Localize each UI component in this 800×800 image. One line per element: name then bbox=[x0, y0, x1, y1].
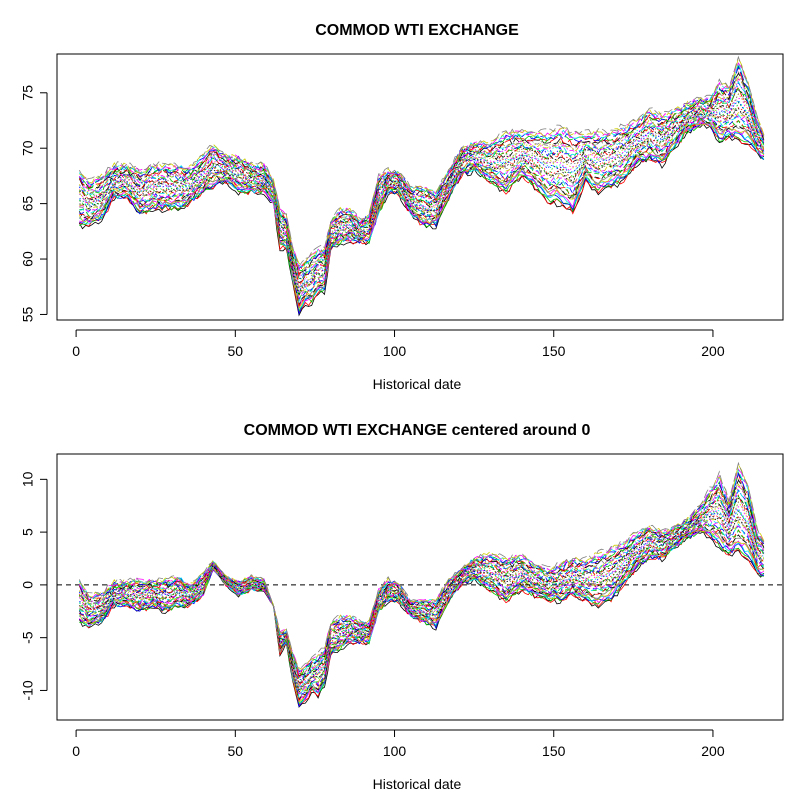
x-tick-label: 150 bbox=[542, 343, 566, 359]
series-lines bbox=[78, 461, 765, 708]
series-line bbox=[79, 515, 765, 694]
y-tick-label: 75 bbox=[20, 85, 36, 101]
y-tick-label: 5 bbox=[20, 528, 36, 536]
series-line bbox=[79, 107, 764, 297]
series-line bbox=[79, 87, 765, 280]
x-tick-label: 0 bbox=[72, 343, 80, 359]
y-tick-label: -10 bbox=[20, 680, 36, 700]
y-tick-label: 0 bbox=[20, 581, 36, 589]
series-line bbox=[78, 61, 765, 268]
y-tick-label: 55 bbox=[20, 306, 36, 322]
series-line bbox=[78, 524, 765, 701]
series-line bbox=[79, 119, 765, 310]
plot-box bbox=[56, 53, 784, 321]
series-line bbox=[78, 55, 765, 268]
panel-top: COMMOD WTI EXCHANGE 0 50 100 150 200 55 60 65 7… bbox=[20, 22, 784, 392]
series-line bbox=[78, 494, 765, 685]
series-line bbox=[79, 64, 765, 272]
chart-title: COMMOD WTI EXCHANGE bbox=[315, 22, 519, 39]
series-line bbox=[78, 118, 765, 307]
series-line bbox=[78, 506, 765, 688]
series-line bbox=[79, 497, 764, 683]
series-line bbox=[78, 472, 765, 673]
chart-title: COMMOD WTI EXCHANGE centered around 0 bbox=[244, 422, 591, 439]
series-line bbox=[79, 523, 765, 701]
series-line bbox=[79, 116, 765, 307]
series-line bbox=[78, 483, 765, 679]
series-line bbox=[78, 76, 765, 278]
x-tick-label: 100 bbox=[383, 343, 407, 359]
series-line bbox=[78, 72, 765, 274]
y-tick-label: 60 bbox=[20, 251, 36, 267]
series-line bbox=[79, 101, 765, 295]
series-line bbox=[79, 520, 765, 695]
plot-box bbox=[56, 453, 784, 721]
series-line bbox=[78, 479, 765, 677]
series-line bbox=[79, 78, 765, 276]
series-line bbox=[78, 500, 765, 688]
series-line bbox=[78, 468, 765, 675]
series-line bbox=[79, 62, 765, 272]
series-line bbox=[79, 80, 765, 278]
x-tick-label: 200 bbox=[701, 343, 725, 359]
series-line bbox=[78, 81, 765, 279]
x-tick-label: 50 bbox=[228, 743, 244, 759]
x-axis-label: Historical date bbox=[373, 776, 462, 792]
series-line bbox=[78, 461, 765, 672]
series-line bbox=[79, 120, 765, 316]
series-line bbox=[78, 468, 764, 672]
y-tick-label: -5 bbox=[20, 631, 36, 644]
x-axis-label: Historical date bbox=[373, 376, 462, 392]
x-axis: 0 50 100 150 200 bbox=[72, 329, 725, 359]
series-line bbox=[78, 119, 764, 306]
series-line bbox=[79, 109, 765, 295]
series-line bbox=[79, 507, 765, 688]
series-lines bbox=[78, 55, 765, 317]
series-line bbox=[78, 472, 765, 680]
series-line bbox=[79, 97, 764, 290]
series-line bbox=[79, 487, 765, 679]
x-tick-label: 200 bbox=[701, 743, 725, 759]
x-axis: 0 50 100 150 200 bbox=[72, 729, 725, 759]
x-tick-label: 100 bbox=[383, 743, 407, 759]
y-axis: 55 60 65 70 75 bbox=[20, 85, 48, 322]
x-tick-label: 150 bbox=[542, 743, 566, 759]
series-line bbox=[79, 99, 765, 290]
series-line bbox=[79, 530, 764, 705]
series-line bbox=[79, 485, 765, 679]
series-line bbox=[79, 57, 765, 266]
y-tick-label: 10 bbox=[20, 471, 36, 487]
series-line bbox=[78, 65, 765, 277]
y-tick-label: 70 bbox=[20, 140, 36, 156]
series-line bbox=[79, 514, 765, 691]
x-tick-label: 50 bbox=[228, 343, 244, 359]
y-axis: -10 -5 0 5 10 bbox=[20, 471, 48, 701]
series-line bbox=[79, 494, 765, 682]
series-line bbox=[79, 113, 765, 303]
series-line bbox=[78, 530, 765, 703]
series-line bbox=[78, 92, 765, 289]
y-tick-label: 65 bbox=[20, 196, 36, 212]
x-tick-label: 0 bbox=[72, 743, 80, 759]
series-line bbox=[78, 65, 765, 270]
series-line bbox=[79, 471, 765, 675]
series-line bbox=[78, 478, 765, 678]
series-line bbox=[79, 463, 765, 670]
series-line bbox=[79, 516, 765, 692]
series-line bbox=[79, 523, 765, 695]
panel-bottom: COMMOD WTI EXCHANGE centered around 0 0 5… bbox=[20, 422, 784, 792]
